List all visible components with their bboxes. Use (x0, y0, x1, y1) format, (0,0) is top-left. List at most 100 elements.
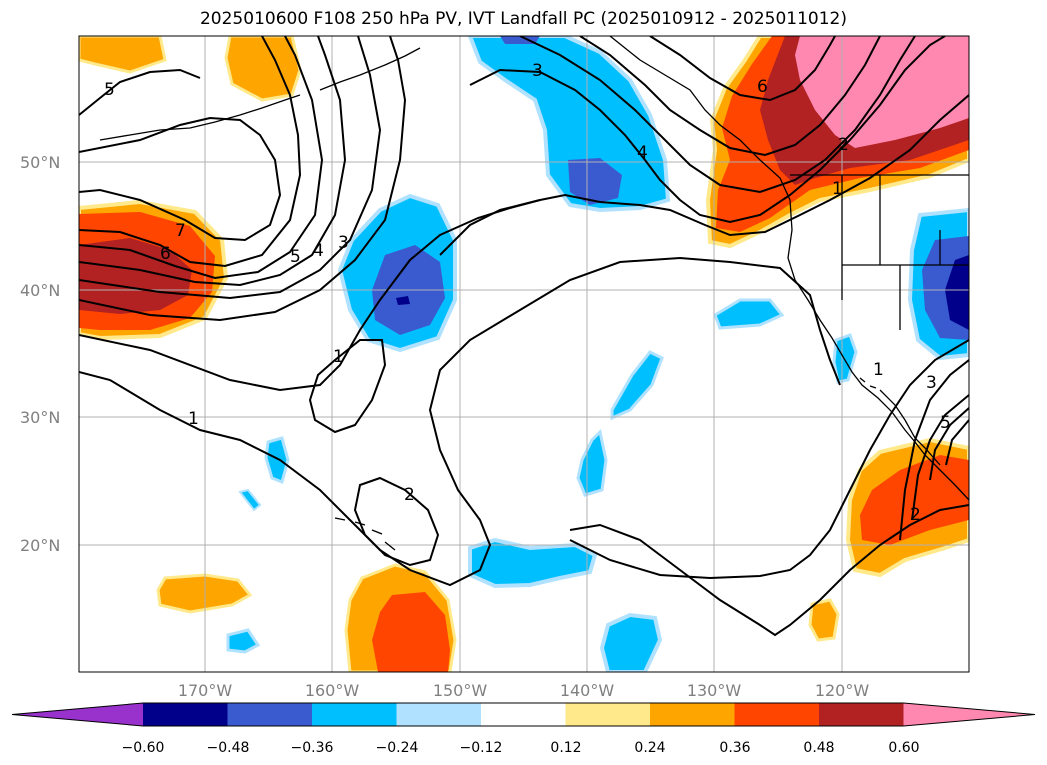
coastal-islands (859, 377, 877, 389)
fill-blue-north-top (500, 36, 540, 44)
clabel-14: 1 (873, 360, 884, 380)
contour-1-big (79, 94, 969, 392)
clabel-10: 2 (404, 485, 415, 505)
clabel-17: 2 (910, 505, 921, 525)
colorbar-segment (227, 703, 313, 726)
clabel-11: 6 (160, 244, 171, 264)
clabel-13: 1 (832, 179, 843, 199)
fill-small-orange (156, 573, 253, 614)
clabel-3: 6 (757, 77, 768, 97)
contour-1-south (79, 256, 841, 587)
colorbar-outline (11, 702, 1036, 727)
contour-north-4 (519, 36, 916, 194)
contour-band-b (79, 36, 407, 322)
contour-se-a (899, 359, 969, 541)
colorbar-extend-left (12, 703, 143, 726)
cb-tick-6: 0.24 (634, 740, 665, 756)
colorbar-segment (734, 703, 820, 726)
cb-tick-9: 0.60 (888, 740, 919, 756)
state-borders (841, 175, 969, 330)
cb-tick-3: −0.24 (376, 740, 419, 756)
map-frame (78, 35, 970, 673)
colorbar-segment (312, 703, 397, 726)
lat-label-40: 40°N (20, 281, 60, 300)
clabel-15: 3 (926, 373, 937, 393)
lat-label-50: 50°N (20, 153, 60, 172)
contour-labels: 5 3 4 6 7 5 4 3 1 1 2 6 2 1 1 3 5 2 (104, 61, 951, 525)
chart-title: 2025010600 F108 250 hPa PV, IVT Landfall… (199, 9, 847, 29)
lon-label-150: 150°W (433, 681, 488, 700)
cb-tick-8: 0.48 (803, 740, 834, 756)
contour-small-loop (308, 339, 387, 434)
colorbar-segment (650, 703, 735, 726)
contour-se-b (911, 394, 969, 521)
clabel-7: 3 (338, 233, 349, 253)
fill-blue-small1 (713, 298, 785, 330)
contour-outer-nw (79, 116, 282, 242)
baja-coast (879, 389, 941, 466)
colorbar-segment (143, 703, 228, 726)
coastlines (99, 36, 969, 551)
fill-west-inner (79, 238, 192, 314)
cb-tick-7: 0.36 (719, 740, 750, 756)
clabel-9: 1 (188, 409, 199, 429)
clabel-6: 4 (313, 241, 324, 261)
clabel-5: 5 (290, 247, 301, 267)
colorbar-segment (819, 703, 904, 726)
colorbar-segments (11, 702, 1036, 727)
contour-5-top (79, 68, 201, 116)
fill-blue-north (467, 36, 671, 213)
contour-north-6 (649, 36, 836, 102)
cb-tick-2: −0.36 (291, 740, 334, 756)
fill-blue-small4 (226, 628, 261, 654)
fill-blue-north-dark (568, 158, 622, 205)
clabel-1: 3 (532, 61, 543, 81)
latitude-labels: 50°N 40°N 30°N 20°N (20, 153, 60, 555)
fill-blue-small3 (264, 436, 290, 485)
contour-se-d (945, 419, 969, 466)
cb-tick-1: −0.48 (207, 740, 250, 756)
contour-bottom-loop (569, 504, 969, 637)
clabel-12: 2 (838, 135, 849, 155)
contour-north-5 (579, 36, 881, 157)
fill-blue-east-darkest (945, 255, 969, 330)
pv-negative-fills (226, 36, 969, 672)
lon-label-130: 130°W (687, 681, 742, 700)
contour-mid-loop (569, 339, 969, 580)
colorbar-segment (396, 703, 482, 726)
lon-label-170: 170°W (178, 681, 233, 700)
pv-contours (79, 36, 969, 637)
colorbar-tick-labels: −0.60 −0.48 −0.36 −0.24 −0.12 0.12 0.24 … (122, 740, 920, 756)
clabel-16: 5 (940, 413, 951, 433)
north-america-coast (609, 36, 969, 501)
contour-band-a (79, 36, 382, 300)
contour-inner-nw (79, 36, 302, 268)
lat-label-20: 20°N (20, 536, 60, 555)
clabel-8: 1 (333, 347, 344, 367)
fill-blue-small6 (238, 488, 262, 512)
contour-6 (79, 36, 324, 280)
fill-south-red (372, 592, 450, 672)
longitude-labels: 170°W 160°W 150°W 140°W 130°W 120°W (178, 681, 870, 700)
alaska-islands (99, 47, 421, 141)
colorbar: −0.60 −0.48 −0.36 −0.24 −0.12 0.12 0.24 … (11, 702, 1036, 756)
clabel-0: 5 (104, 80, 115, 100)
fill-orange-nw (79, 36, 167, 74)
lat-label-30: 30°N (20, 408, 60, 427)
cb-tick-5: 0.12 (550, 740, 581, 756)
fill-orange-nw2 (224, 36, 302, 102)
fill-blue-small2 (576, 428, 608, 497)
contour-north-3 (469, 36, 946, 224)
lon-label-120: 120°W (815, 681, 870, 700)
cb-tick-0: −0.60 (122, 740, 165, 756)
fill-blue-s1 (599, 612, 663, 672)
contour-7 (79, 36, 347, 287)
colorbar-extend-right (903, 703, 1035, 726)
map-panel: 5 3 4 6 7 5 4 3 1 1 2 6 2 1 1 3 5 2 (79, 36, 969, 672)
contour-2-loop (353, 476, 440, 567)
fill-blue-center-dot (396, 296, 410, 305)
lon-label-160: 160°W (305, 681, 360, 700)
colorbar-segment (565, 703, 651, 726)
contour-se-c (929, 407, 969, 481)
